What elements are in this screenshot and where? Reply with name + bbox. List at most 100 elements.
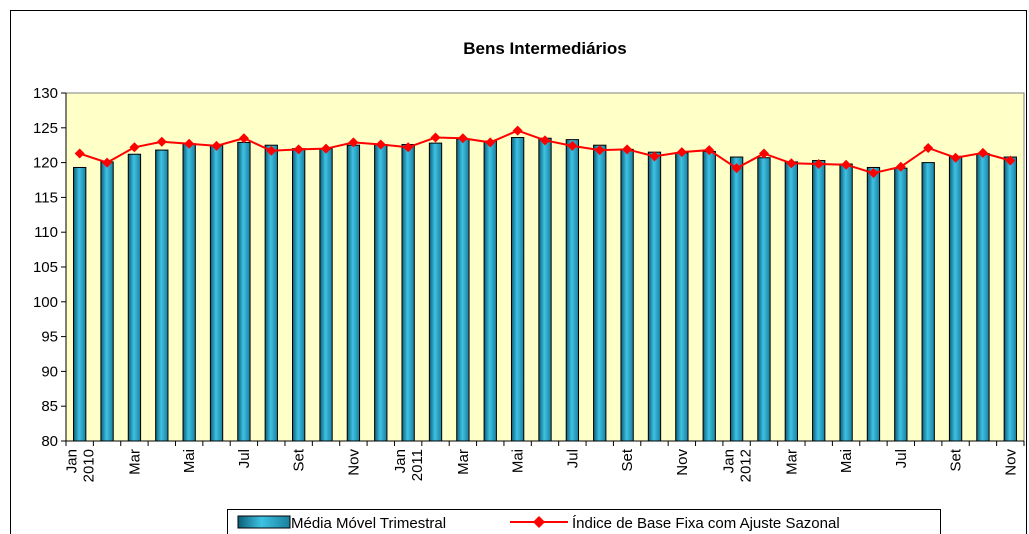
bar [647, 151, 662, 442]
marker [156, 136, 167, 147]
marker [348, 137, 359, 148]
marker [977, 147, 988, 158]
marker [540, 135, 550, 146]
bar [839, 163, 853, 442]
marker [266, 145, 277, 156]
bar [729, 156, 744, 442]
legend-label: Média Móvel Trimestral [291, 515, 446, 532]
bar [100, 161, 114, 442]
marker [184, 138, 195, 149]
legend-box [227, 509, 941, 534]
marker [238, 133, 249, 144]
bar [538, 137, 552, 442]
bar [894, 167, 908, 442]
bar [319, 148, 333, 442]
bar [127, 153, 142, 442]
bar [209, 144, 224, 442]
marker [1005, 155, 1016, 166]
y-tick-label: 125 [33, 120, 58, 137]
marker [594, 145, 605, 156]
y-tick-label: 95 [41, 329, 58, 346]
bar [757, 157, 771, 442]
bar [237, 141, 251, 442]
marker [813, 158, 824, 169]
bar [155, 149, 169, 442]
marker [512, 125, 523, 136]
bar [346, 144, 361, 442]
x-tick-label: Jul [236, 449, 253, 468]
y-tick-label: 110 [34, 224, 58, 241]
x-tick-label: Nov [674, 449, 691, 476]
bar [428, 142, 443, 442]
y-tick-label: 90 [41, 363, 58, 380]
x-tick-label: Jul [893, 449, 910, 468]
bar [812, 160, 826, 442]
bar [291, 148, 306, 442]
x-tick-label: Jan2011 [392, 449, 426, 481]
x-tick-label: Set [291, 448, 308, 471]
marker [321, 143, 332, 154]
bar [510, 137, 525, 442]
x-tick-label: Mai [181, 449, 198, 473]
marker [74, 148, 85, 159]
x-tick-label: Set [619, 448, 636, 471]
marker [704, 145, 715, 156]
marker [485, 137, 496, 148]
x-tick-label: Mar [126, 449, 143, 475]
marker [375, 139, 386, 150]
bar [483, 140, 497, 442]
marker [129, 142, 140, 153]
x-tick-label: Nov [1002, 449, 1019, 476]
bar [784, 161, 799, 442]
bar [73, 166, 87, 442]
x-tick-label: Mai [838, 449, 855, 473]
y-tick-label: 115 [34, 189, 58, 206]
marker [841, 159, 852, 170]
x-tick-label: Mai [510, 449, 527, 473]
y-tick-label: 100 [33, 294, 58, 311]
x-tick-label: Jan2012 [721, 449, 755, 482]
bar [921, 162, 935, 442]
x-tick-label: Set [948, 448, 965, 471]
marker [868, 168, 879, 179]
chart-title: Bens Intermediários [463, 39, 626, 58]
marker [102, 157, 113, 168]
y-tick-label: 80 [41, 433, 58, 450]
bar [620, 148, 634, 442]
legend-marker [533, 516, 545, 528]
marker [731, 163, 742, 174]
marker [676, 147, 687, 158]
marker [403, 142, 414, 153]
marker [567, 140, 578, 151]
bar [401, 144, 415, 442]
marker [649, 151, 660, 162]
marker [923, 142, 934, 153]
bar [948, 155, 963, 442]
bar [565, 139, 580, 442]
x-tick-label: Jan2010 [64, 449, 98, 482]
marker [758, 148, 769, 159]
bar [675, 152, 689, 442]
x-tick-label: Nov [345, 449, 362, 476]
marker [430, 132, 441, 143]
marker [950, 152, 961, 163]
bar [374, 144, 388, 442]
bar [264, 144, 278, 442]
bar [702, 150, 716, 442]
marker [457, 133, 468, 144]
bar [976, 153, 990, 442]
marker [622, 144, 633, 155]
bar [456, 138, 470, 442]
bar [866, 166, 881, 442]
marker [211, 140, 222, 151]
legend: Média Móvel Trimestral Índice de Base Fix… [227, 509, 941, 534]
bar [593, 144, 607, 442]
x-tick-label: Mar [783, 449, 800, 475]
legend-swatch [237, 515, 291, 529]
x-tick-label: Jul [564, 449, 581, 468]
x-tick-label: Mar [455, 449, 472, 475]
y-tick-label: 105 [33, 259, 58, 276]
bar [1003, 156, 1017, 442]
y-tick-label: 85 [41, 398, 58, 415]
